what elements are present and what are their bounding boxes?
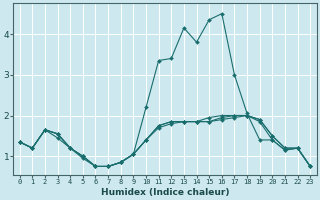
X-axis label: Humidex (Indice chaleur): Humidex (Indice chaleur) [101, 188, 229, 197]
